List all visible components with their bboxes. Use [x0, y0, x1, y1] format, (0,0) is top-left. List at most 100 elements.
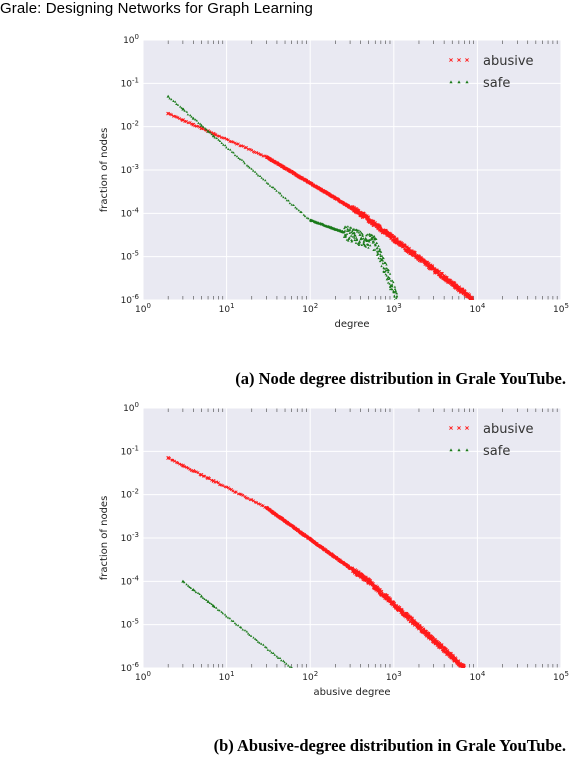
safe-point — [351, 235, 355, 238]
safe-point — [223, 613, 227, 616]
abusive-point — [463, 289, 467, 293]
x-tick-label: 105 — [553, 302, 569, 315]
safe-point — [376, 246, 379, 249]
safe-point — [375, 241, 378, 244]
safe-point — [350, 240, 353, 243]
y-tick-label: 10-5 — [121, 618, 139, 631]
safe-point — [273, 187, 277, 190]
safe-point — [382, 270, 386, 274]
safe-point — [186, 113, 190, 116]
safe-point — [343, 227, 346, 230]
safe-point — [208, 131, 212, 134]
safe-point — [378, 247, 382, 250]
safe-point — [358, 240, 362, 243]
safe-point — [258, 641, 261, 644]
y-tick-label: 100 — [123, 33, 139, 46]
safe-point — [166, 94, 170, 98]
abusive-point — [231, 140, 235, 144]
safe-point — [232, 619, 235, 622]
safe-point — [268, 184, 272, 187]
y-tick-label: 10-3 — [121, 163, 139, 176]
safe-point — [373, 248, 377, 251]
safe-point — [216, 608, 220, 611]
safe-point — [190, 115, 193, 118]
safe-point — [379, 253, 382, 256]
safe-point — [272, 651, 275, 654]
abusive-point — [472, 300, 474, 302]
safe-point — [365, 238, 368, 241]
safe-point — [181, 579, 185, 583]
safe-point — [290, 203, 293, 206]
safe-point — [288, 665, 292, 668]
safe-point — [256, 174, 260, 177]
safe-point — [354, 234, 357, 237]
safe-point — [222, 143, 225, 146]
abusive-point — [176, 461, 180, 465]
safe-point — [359, 233, 362, 236]
safe-point — [355, 237, 359, 240]
safe-point — [185, 110, 189, 113]
caption-abusive-degree: (b) Abusive-degree distribution in Grale… — [213, 736, 566, 755]
safe-point — [245, 630, 249, 633]
safe-point — [380, 264, 383, 268]
safe-point — [385, 274, 388, 277]
safe-point — [361, 234, 364, 237]
safe-point — [356, 242, 360, 245]
abusive-point — [216, 481, 220, 485]
abusive-point — [214, 133, 218, 137]
safe-point — [179, 105, 182, 108]
safe-point — [226, 616, 230, 619]
safe-point — [246, 632, 250, 635]
safe-point — [260, 176, 263, 179]
safe-point — [250, 167, 253, 170]
safe-point — [303, 214, 307, 218]
safe-point — [395, 296, 398, 300]
abusive-point — [217, 134, 221, 138]
safe-point — [381, 262, 385, 265]
y-tick-label: 100 — [123, 401, 139, 414]
safe-point — [220, 610, 223, 613]
safe-point — [221, 612, 225, 615]
abusive-point — [173, 459, 177, 463]
safe-point — [230, 150, 234, 153]
safe-point — [393, 294, 396, 297]
safe-point — [288, 201, 292, 205]
safe-point — [256, 640, 260, 643]
safe-point — [349, 230, 353, 234]
x-tick-label: 101 — [219, 302, 235, 315]
safe-point — [273, 653, 276, 656]
safe-point — [344, 233, 348, 236]
safe-point — [196, 591, 200, 594]
safe-point — [302, 213, 306, 216]
caption-node-degree: (a) Node degree distribution in Grale Yo… — [235, 369, 566, 388]
safe-point — [357, 243, 361, 247]
safe-point — [235, 155, 239, 158]
legend-safe-marker — [465, 80, 469, 84]
safe-point — [346, 227, 349, 231]
safe-point — [262, 178, 265, 181]
safe-point — [276, 656, 280, 659]
safe-point — [347, 239, 350, 242]
safe-point — [377, 256, 380, 260]
abusive-point — [225, 485, 229, 489]
abusive-point — [211, 479, 216, 483]
abusive-point — [443, 650, 447, 654]
safe-point — [233, 621, 237, 625]
abusive-point — [351, 204, 355, 208]
safe-point — [365, 234, 368, 237]
abusive-point — [234, 490, 238, 494]
safe-point — [395, 292, 399, 295]
y-tick-label: 10-5 — [121, 250, 139, 263]
abusive-point — [446, 649, 450, 653]
safe-point — [358, 242, 361, 245]
safe-point — [356, 229, 359, 232]
safe-point — [388, 272, 392, 275]
safe-point — [229, 148, 232, 151]
safe-point — [238, 157, 242, 161]
safe-point — [172, 99, 175, 102]
legend-abusive-marker — [449, 426, 453, 430]
y-tick-label: 10-2 — [121, 488, 139, 501]
safe-point — [282, 195, 285, 199]
chart-node-degree: 100 101 102 103 104 105 100 10-1 10-2 10-3 10-4 10-… — [99, 33, 569, 330]
safe-point — [290, 666, 293, 668]
